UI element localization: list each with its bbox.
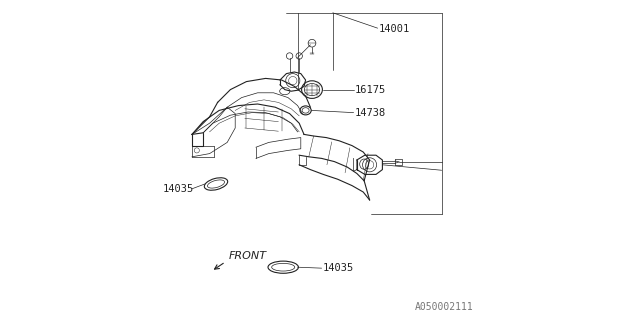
Text: A050002111: A050002111 bbox=[415, 302, 474, 312]
Text: FRONT: FRONT bbox=[229, 251, 267, 261]
Text: 14035: 14035 bbox=[323, 263, 354, 273]
Text: 14738: 14738 bbox=[355, 108, 386, 118]
Text: 14035: 14035 bbox=[163, 184, 194, 194]
Text: 14001: 14001 bbox=[380, 24, 410, 35]
Text: 16175: 16175 bbox=[355, 84, 386, 95]
